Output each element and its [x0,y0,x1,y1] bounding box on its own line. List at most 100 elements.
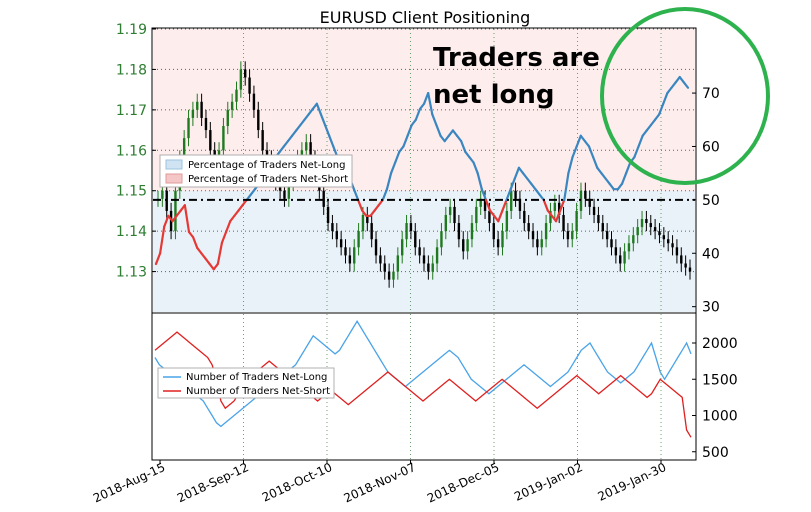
percent-net-long-segment [604,177,611,185]
percent-net-long-segment [497,209,504,223]
right-tick-label-top: 40 [702,246,720,262]
percent-net-long-segment [220,230,228,244]
candle-body [557,202,561,215]
candle-body [623,251,626,264]
percent-net-long-segment [513,166,521,180]
percent-net-long-segment [451,129,459,137]
candle-body [518,198,522,211]
percent-net-long-segment [509,177,516,191]
right-tick-label-top: 50 [702,193,720,209]
candle-body [427,263,430,272]
left-axis-ticks: 1.13 1.14 1.15 1.16 1.17 1.18 1.19 [116,22,156,281]
candle-body [248,77,251,94]
percent-net-long-segment [192,236,199,250]
candle-body [222,126,225,151]
percent-net-long-segment [608,182,615,191]
percent-net-long-segment [530,182,537,191]
candle-body [514,190,517,199]
candle-body [510,190,513,211]
percent-net-long-segment [521,172,529,180]
candle-body [213,150,216,159]
legend-bottom-box [157,367,335,399]
percent-net-long-segment [196,246,203,255]
percent-net-long-segment [625,161,632,175]
candle-body [627,243,631,252]
percent-net-long-segment [212,262,219,271]
percent-net-long-segment [678,75,685,84]
candle-body [571,231,574,240]
candle-body [488,210,491,224]
x-tick-label: 2019-Jan-30 [596,460,669,504]
percent-net-long-segment [414,107,422,121]
candle-body [475,206,478,224]
percent-net-long-segment [369,209,376,217]
left-tick-label: 1.17 [116,103,147,119]
percent-net-long-segment [361,209,368,217]
percent-net-long-segment [579,134,586,143]
percent-net-long-segment [295,124,302,132]
left-tick-label: 1.15 [116,184,147,200]
percent-net-long-segment [282,140,290,148]
percent-net-long-segment [563,172,570,201]
percent-net-long-segment [455,134,463,143]
percent-net-long-segment [171,214,178,223]
candle-body [632,235,635,244]
percent-net-long-segment [204,257,211,266]
annotation-line2: net long [433,80,555,110]
percent-net-long-segment [290,129,298,137]
percent-net-long-segment [216,241,224,266]
percent-net-long-segment [637,134,644,148]
percent-net-long-segment [398,145,405,153]
candle-body [523,210,526,224]
legend-label-count-short: Number of Traders Net-Short [186,386,330,397]
candle-body [653,227,657,232]
candle-body [235,89,238,102]
percent-net-long-segment [480,188,488,201]
percent-net-long-segment [249,188,257,196]
candle-body [584,190,587,199]
percent-net-long-segment [620,172,628,185]
candle-body [361,214,365,232]
candle-body [562,214,565,232]
candle-body [322,190,325,207]
candle-body [684,263,687,268]
percent-net-long-segment [542,198,549,212]
candle-body [230,101,234,110]
percent-net-long-segment [323,124,331,137]
percent-net-long-segment [435,124,442,137]
candle-body [414,231,417,248]
candle-body [588,198,591,207]
percent-net-long-segment [559,198,566,212]
candle-body [531,231,535,240]
percent-net-long-segment [658,102,665,116]
percent-net-long-segment [575,134,582,148]
left-tick-label: 1.18 [116,62,147,78]
candle-body [191,109,195,118]
right-tick-label-bottom: 1500 [702,372,738,388]
candle-body [257,109,260,131]
candle-body [226,109,229,127]
candle-body [671,243,674,248]
candle-body [544,223,548,240]
legend-swatch-net-short [165,173,183,184]
percent-net-long-segment [662,91,669,105]
candle-body [492,223,495,240]
percent-net-long-segment [159,225,166,255]
candle-body [344,247,347,256]
percent-net-long-segment [286,134,294,143]
right-tick-label-top: 60 [702,139,720,155]
percent-net-long-segment [649,118,657,127]
legend-label-net-long: Percentage of Traders Net-Long [188,160,346,171]
x-tick-label: 2018-Nov-07 [342,460,418,505]
candle-body [614,247,618,256]
candle-body [182,138,186,159]
candle-body [605,231,609,240]
percent-net-long-segment [596,166,603,175]
percent-net-long-segment [385,172,393,191]
right-tick-label-bottom: 500 [702,445,729,461]
candle-body [640,219,644,228]
candle-body [244,69,247,78]
percent-net-long-segment [645,124,652,132]
percent-net-long-segment [505,188,512,201]
x-tick-label: 2018-Dec-05 [425,460,501,506]
